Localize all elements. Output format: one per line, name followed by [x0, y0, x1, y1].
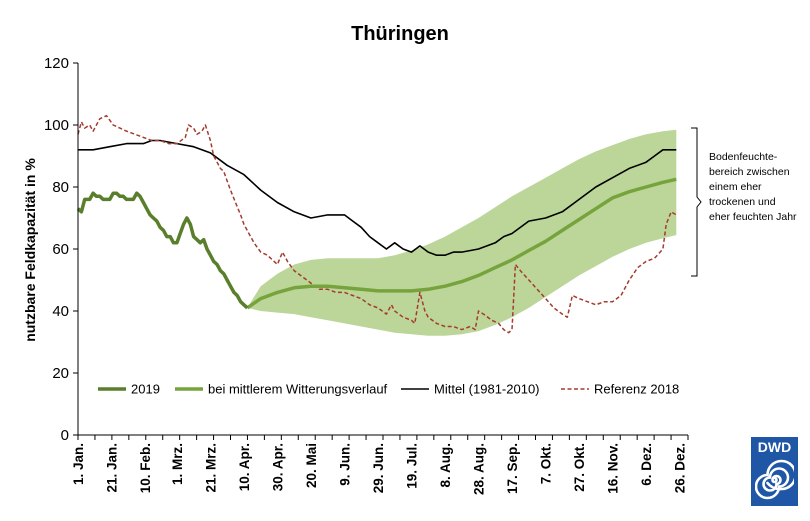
x-tick-label: 1. Mrz. — [170, 443, 185, 485]
annotation-line: eher feuchten Jahr — [709, 211, 797, 223]
x-tick-label: 26. Dez. — [673, 443, 688, 493]
x-tick-label: 6. Dez. — [639, 443, 654, 486]
y-tick-label: 100 — [44, 117, 69, 134]
y-tick-label: 40 — [52, 303, 69, 320]
x-tick-label: 10. Feb. — [138, 443, 153, 493]
annotation-line: einem eher — [709, 181, 762, 193]
x-tick-label: 20. Mai — [304, 443, 319, 488]
swirl-icon — [755, 459, 794, 500]
series-line-2 — [78, 139, 677, 256]
y-tick-label: 80 — [52, 179, 69, 196]
x-tick-label: 21. Mrz. — [203, 443, 218, 493]
y-tick-label: 0 — [61, 427, 69, 444]
dwd-logo: DWD — [751, 437, 798, 506]
forecast-band — [247, 129, 677, 336]
y-axis-label: nutzbare Feldkapazität in % — [22, 158, 38, 342]
bracket-line — [691, 127, 702, 277]
x-tick-label: 8. Aug. — [438, 443, 453, 488]
forecast-band-layer — [247, 129, 677, 336]
annotation-line: bereich zwischen — [709, 166, 790, 178]
x-tick-label: 30. Apr. — [270, 443, 285, 491]
x-tick-label: 21. Jan. — [105, 443, 120, 493]
annotation-line: trockenen und — [709, 196, 776, 208]
x-tick-label: 27. Okt. — [572, 443, 587, 492]
series-layer — [76, 114, 677, 334]
legend-label-2: Mittel (1981-2010) — [434, 382, 540, 397]
x-tick-label: 9. Jun. — [338, 443, 353, 486]
axes-layer: 0 20 40 60 80 100 120 1. Jan. 21. Jan. 10. Feb. 1.… — [44, 55, 689, 495]
y-tick-label: 60 — [52, 241, 69, 258]
annotation-bracket — [691, 127, 702, 277]
y-tick-label: 20 — [52, 365, 69, 382]
series-line-0 — [76, 191, 249, 310]
series-line-3 — [77, 114, 677, 334]
x-tick-label: 16. Nov. — [606, 443, 621, 494]
y-tick-label: 120 — [44, 55, 69, 72]
x-tick-label: 17. Sep. — [505, 443, 520, 494]
legend-label-0: 2019 — [131, 382, 160, 397]
x-tick-label: 7. Okt. — [539, 443, 554, 484]
x-tick-label: 29. Jun. — [371, 443, 386, 493]
legend: 2019 bei mittlerem Witterungsverlauf Mitte… — [98, 382, 679, 397]
chart-title: Thüringen — [351, 23, 449, 45]
logo-text: DWD — [757, 439, 792, 455]
annotation-line: Bodenfeuchte- — [709, 151, 778, 163]
x-tick-label: 10. Apr. — [237, 443, 252, 491]
series-line-1 — [246, 177, 677, 310]
legend-label-3: Referenz 2018 — [594, 382, 679, 397]
annotation-text: Bodenfeuchte-bereich zwischen einem eher t… — [709, 151, 797, 223]
legend-label-1: bei mittlerem Witterungsverlauf — [208, 382, 388, 397]
x-tick-label: 28. Aug. — [472, 443, 487, 495]
x-tick-label: 19. Jul. — [405, 443, 420, 489]
x-tick-label: 1. Jan. — [71, 443, 86, 485]
